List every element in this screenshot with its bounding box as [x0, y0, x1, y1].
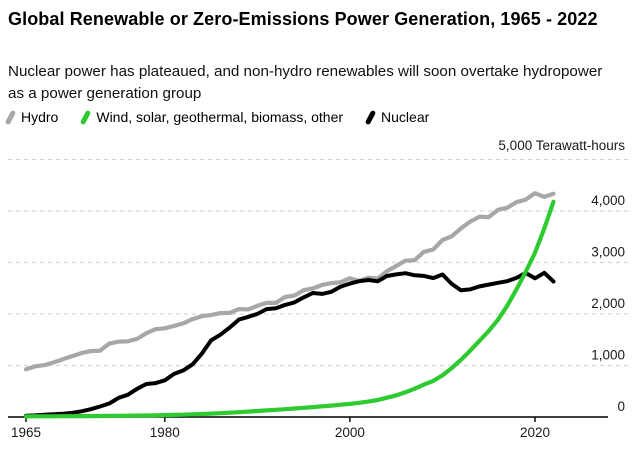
legend-label-wind-solar: Wind, solar, geothermal, biomass, other	[96, 109, 344, 125]
x-tick-label-2020: 2020	[520, 425, 550, 440]
x-tick-label-1980: 1980	[150, 425, 180, 440]
y-tick-label-4000: 4,000	[591, 193, 625, 208]
chart-title: Global Renewable or Zero-Emissions Power…	[8, 9, 598, 29]
chart-legend: Hydro Wind, solar, geothermal, biomass, …	[4, 109, 430, 125]
legend-label-hydro: Hydro	[21, 109, 59, 125]
y-tick-label-3000: 3,000	[591, 245, 625, 260]
y-tick-label-1000: 1,000	[591, 348, 625, 363]
legend-label-nuclear: Nuclear	[381, 109, 430, 125]
x-tick-label-1965: 1965	[11, 425, 41, 440]
legend-item-hydro: Hydro	[4, 109, 59, 125]
x-tick-label-2000: 2000	[335, 425, 365, 440]
hydro-line	[23, 191, 556, 372]
nuclear-line	[24, 270, 556, 418]
legend-item-nuclear: Nuclear	[364, 109, 430, 125]
wind-solar-line	[23, 199, 556, 419]
y-tick-label-2000: 2,000	[591, 296, 625, 311]
y-axis-unit-label: 5,000 Terawatt-hours	[498, 138, 625, 153]
chart-subtitle: Nuclear power has plateaued, and non-hyd…	[8, 63, 603, 102]
y-tick-label-0: 0	[617, 399, 625, 414]
legend-item-wind-solar: Wind, solar, geothermal, biomass, other	[80, 109, 344, 125]
